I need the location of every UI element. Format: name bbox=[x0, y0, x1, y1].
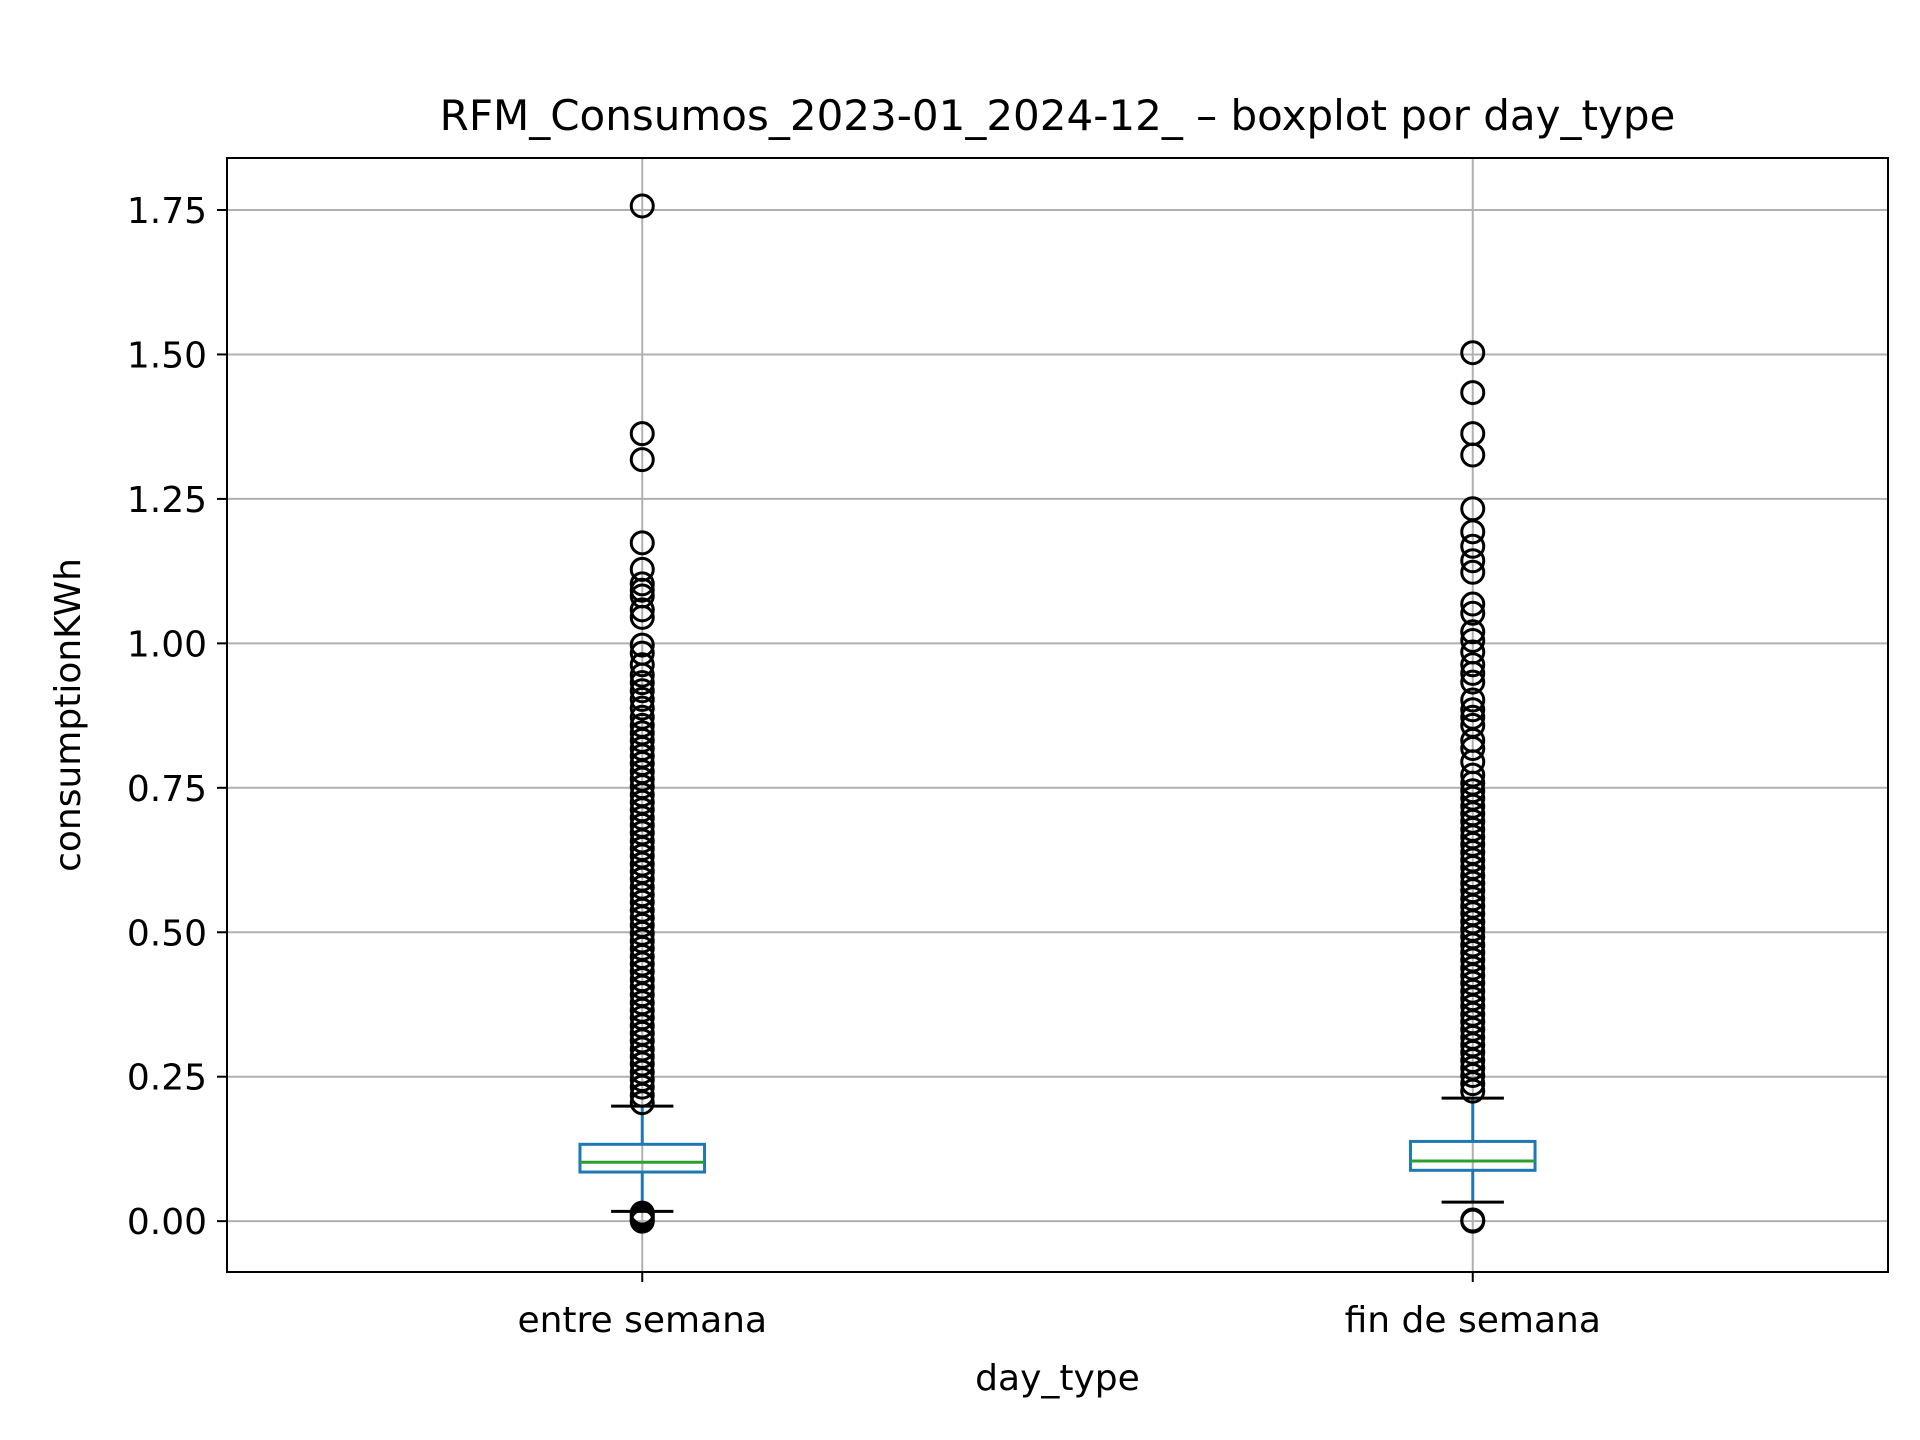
outlier-point bbox=[629, 193, 655, 219]
y-tick-label: 0.00 bbox=[127, 1202, 207, 1243]
outlier-point bbox=[1460, 619, 1486, 645]
outlier-point bbox=[629, 1074, 655, 1100]
outlier-point bbox=[629, 678, 655, 704]
outlier-point bbox=[629, 530, 655, 556]
box-iqr bbox=[1408, 1139, 1537, 1172]
outlier-point bbox=[629, 686, 655, 712]
chart-title: RFM_Consumos_2023-01_2024-12_ – boxplot … bbox=[440, 91, 1676, 140]
outlier-point bbox=[1460, 340, 1486, 366]
outlier-point bbox=[1460, 1208, 1486, 1234]
outlier-point bbox=[1460, 380, 1486, 406]
outlier-point bbox=[629, 597, 655, 623]
outliers bbox=[629, 193, 1486, 1234]
y-tick-label: 0.25 bbox=[127, 1058, 207, 1099]
box-iqr bbox=[578, 1142, 707, 1174]
outlier-point bbox=[629, 1208, 655, 1234]
outlier-point bbox=[1460, 627, 1486, 653]
outlier-point bbox=[1460, 1078, 1486, 1104]
outlier-point bbox=[629, 652, 655, 678]
outlier-point bbox=[629, 670, 655, 696]
outlier-point bbox=[629, 662, 655, 688]
outlier-point bbox=[629, 1082, 655, 1108]
outlier-point bbox=[629, 421, 655, 447]
outlier-point bbox=[1460, 736, 1486, 762]
outlier-point bbox=[1460, 559, 1486, 585]
outlier-point bbox=[1460, 660, 1486, 686]
outlier-point bbox=[629, 604, 655, 630]
outlier-point bbox=[1460, 548, 1486, 574]
outlier-point bbox=[629, 447, 655, 473]
plot-frame bbox=[226, 157, 1889, 1273]
ticks: 0.00 0.25 0.50 0.75 1.00 1.25 1.50 1.75 entre se… bbox=[127, 191, 1601, 1341]
outlier-point bbox=[1460, 669, 1486, 695]
outlier-point bbox=[629, 571, 655, 597]
y-tick-label: 0.50 bbox=[127, 913, 207, 954]
x-tick-label: entre semana bbox=[517, 1300, 767, 1341]
x-tick-label: fin de semana bbox=[1345, 1300, 1601, 1341]
y-tick-label: 1.00 bbox=[127, 624, 207, 665]
y-tick-label: 0.75 bbox=[127, 769, 207, 810]
y-axis-label: consumptionKWh bbox=[48, 558, 89, 872]
outlier-point bbox=[1460, 519, 1486, 545]
y-tick-label: 1.25 bbox=[127, 480, 207, 521]
outlier-point bbox=[1460, 697, 1486, 723]
outlier-point bbox=[629, 632, 655, 658]
outlier-point bbox=[629, 1090, 655, 1116]
x-axis-label: day_type bbox=[975, 1358, 1140, 1399]
outlier-point bbox=[1460, 1071, 1486, 1097]
outlier-point bbox=[1460, 442, 1486, 468]
outlier-point bbox=[1460, 687, 1486, 713]
outlier-point bbox=[1460, 600, 1486, 626]
outlier-point bbox=[1460, 591, 1486, 617]
outlier-point bbox=[629, 695, 655, 721]
outlier-point bbox=[1460, 1063, 1486, 1089]
outlier-point bbox=[1460, 652, 1486, 678]
outlier-point bbox=[1460, 533, 1486, 559]
y-tick-label: 1.50 bbox=[127, 335, 207, 376]
y-tick-label: 1.75 bbox=[127, 191, 207, 232]
